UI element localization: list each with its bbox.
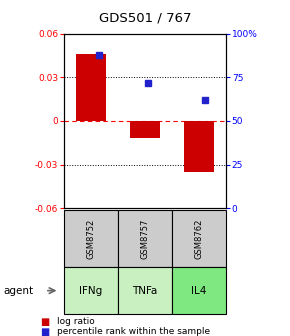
Text: GDS501 / 767: GDS501 / 767 [99, 12, 191, 25]
Text: ■: ■ [41, 327, 50, 336]
Text: ■: ■ [41, 317, 50, 327]
Text: TNFa: TNFa [132, 286, 158, 296]
Text: IFNg: IFNg [79, 286, 102, 296]
Text: GSM8762: GSM8762 [195, 218, 204, 259]
Bar [76, 54, 106, 121]
Text: GSM8752: GSM8752 [86, 218, 95, 259]
Text: IL4: IL4 [191, 286, 207, 296]
Text: agent: agent [3, 286, 33, 296]
Text: log ratio: log ratio [57, 318, 94, 326]
Text: percentile rank within the sample: percentile rank within the sample [57, 327, 210, 336]
Bar [130, 121, 160, 138]
Text: GSM8757: GSM8757 [140, 218, 150, 259]
Bar [184, 121, 214, 172]
